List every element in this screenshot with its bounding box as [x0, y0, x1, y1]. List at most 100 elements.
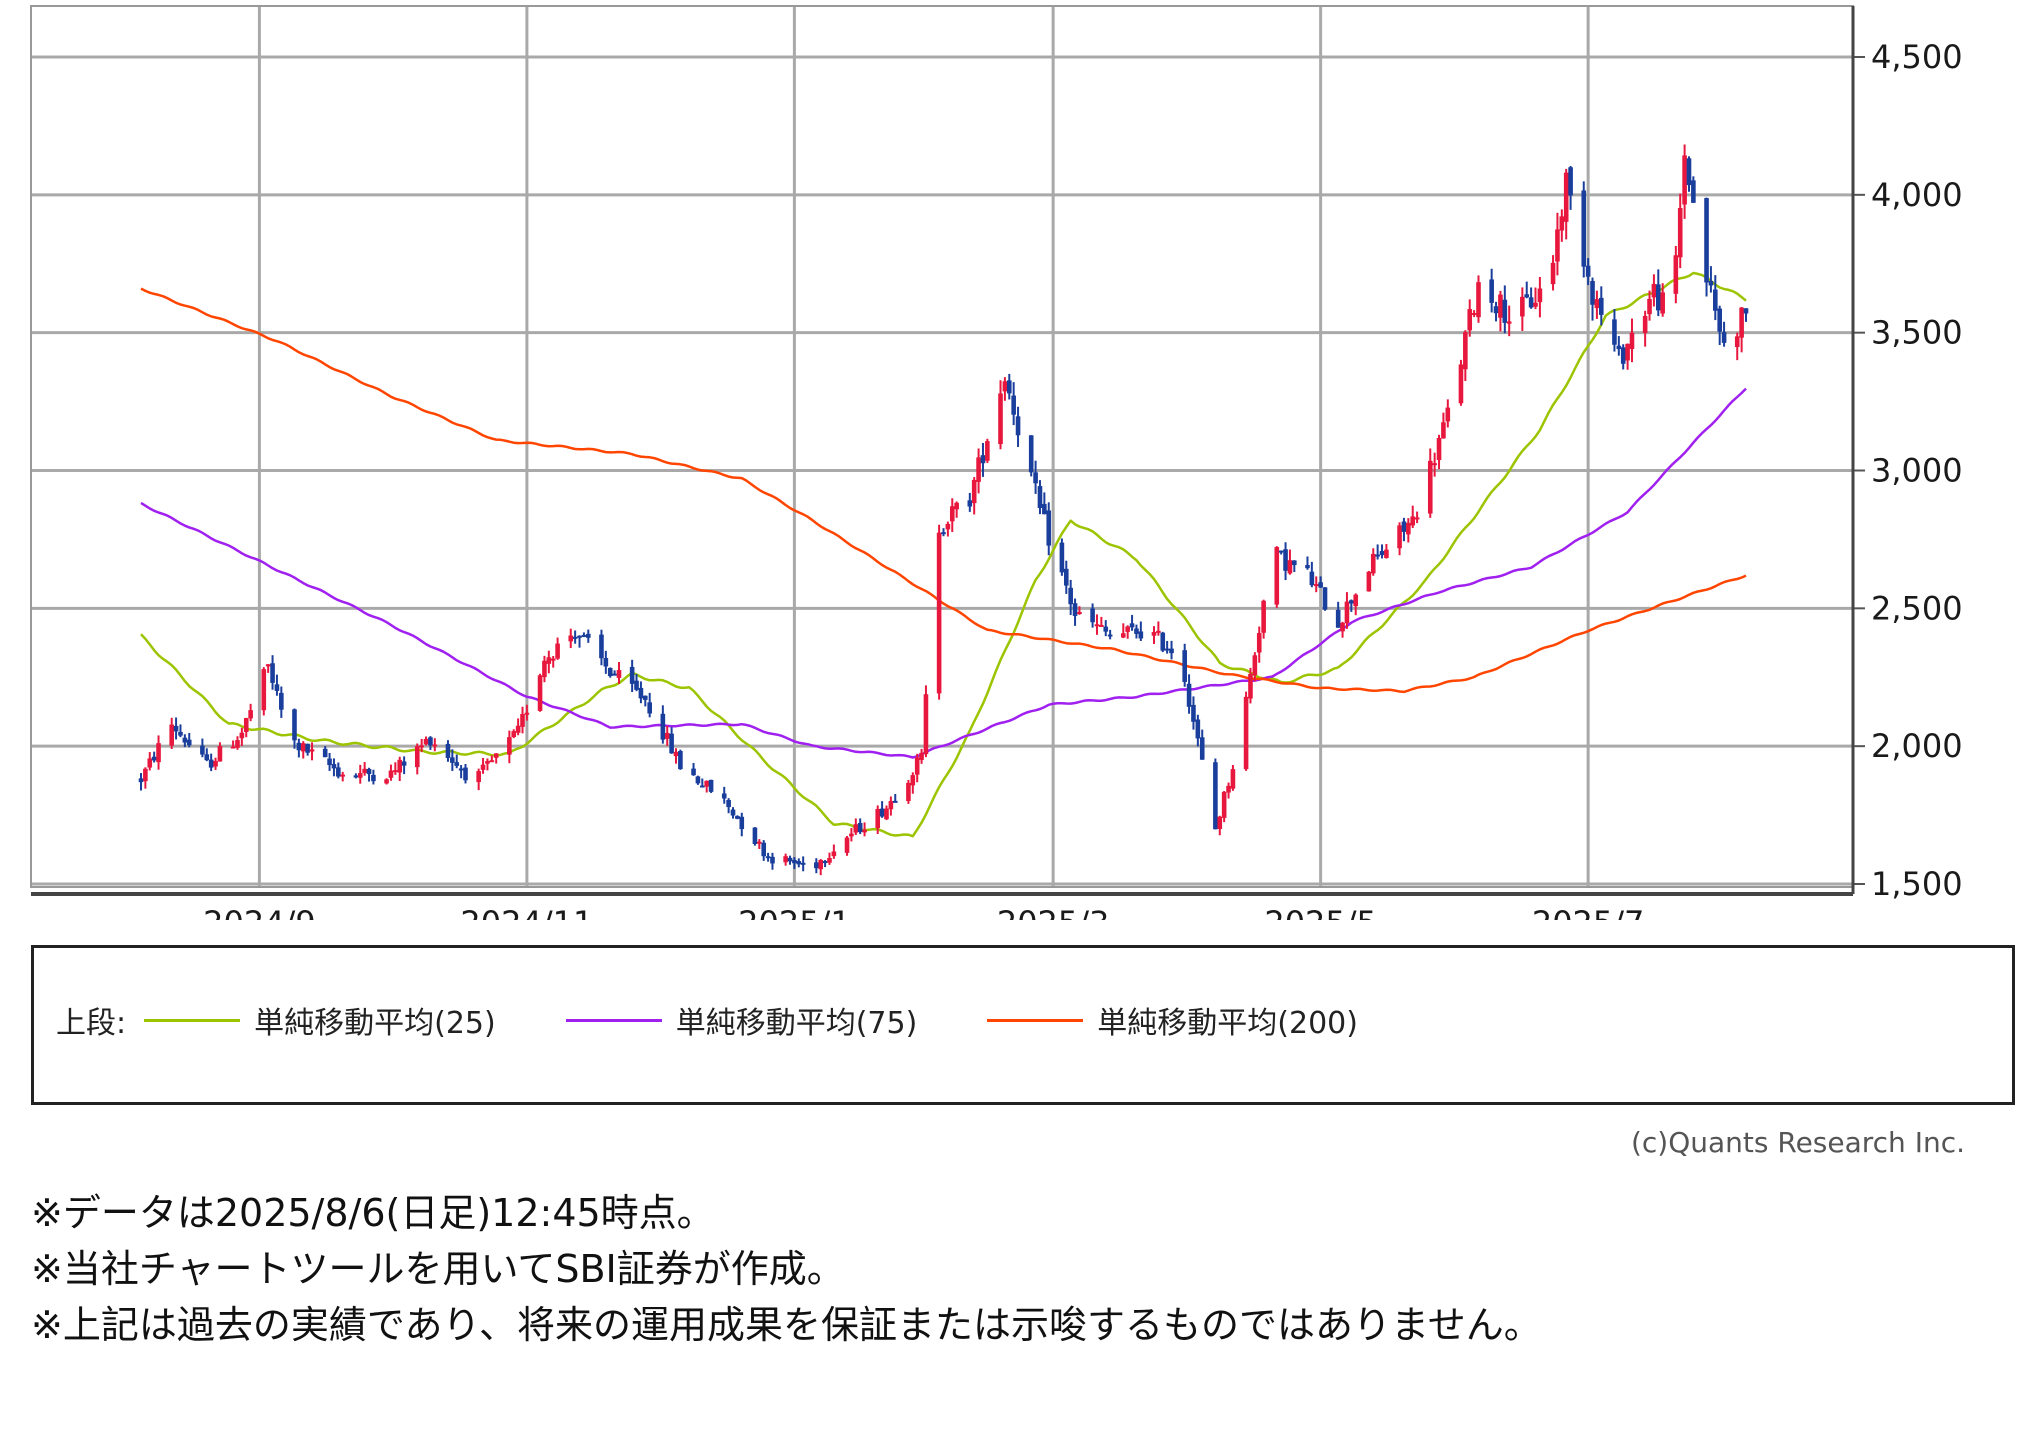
- candle: [765, 852, 771, 862]
- candle-body: [770, 856, 775, 864]
- candle: [217, 742, 223, 762]
- candle: [213, 757, 218, 770]
- candle-body: [1471, 313, 1477, 316]
- candle: [796, 858, 802, 868]
- candle-body: [976, 457, 981, 482]
- y-tick-label: 4,000: [1871, 176, 1963, 214]
- candle: [1077, 606, 1082, 615]
- candle-body: [787, 857, 793, 862]
- candle-body: [366, 768, 372, 775]
- candle-body: [261, 669, 267, 711]
- candle: [507, 730, 512, 764]
- candle: [1134, 624, 1139, 639]
- ma200-line: [140, 287, 1747, 694]
- candle: [831, 844, 837, 859]
- candle-body: [1708, 280, 1714, 286]
- candle-body: [949, 506, 955, 522]
- candle-body: [1533, 302, 1538, 307]
- candle: [1283, 542, 1288, 581]
- candle-body: [941, 532, 946, 535]
- candle: [1550, 255, 1556, 291]
- legend-prefix: 上段:: [56, 1006, 127, 1041]
- candle-body: [879, 808, 885, 817]
- candle-body: [792, 859, 797, 864]
- candle-body: [1397, 525, 1402, 549]
- candle: [1686, 156, 1692, 192]
- candle: [678, 749, 683, 770]
- candle: [1318, 576, 1323, 588]
- candle: [581, 632, 587, 638]
- candle: [1195, 714, 1201, 747]
- candle: [814, 858, 819, 874]
- candle: [914, 753, 920, 783]
- candle: [1160, 631, 1166, 653]
- candle-body: [967, 500, 973, 507]
- candle-body: [1498, 294, 1503, 318]
- candle-body: [485, 761, 490, 764]
- candle: [980, 442, 986, 477]
- candle: [607, 667, 613, 678]
- candle-body: [1550, 262, 1556, 285]
- x-tick-label: 2024/9: [203, 904, 316, 920]
- candle: [279, 686, 284, 718]
- candle-body: [279, 692, 284, 710]
- legend-swatch-ma75: [565, 1018, 662, 1022]
- candle: [1625, 343, 1630, 370]
- legend-swatch-ma25: [144, 1018, 241, 1022]
- candle-body: [1476, 282, 1481, 318]
- candle-body: [1182, 650, 1187, 682]
- candle-body: [1691, 180, 1696, 203]
- candle-body: [1313, 584, 1319, 587]
- candle: [1037, 480, 1043, 515]
- candle-body: [1502, 299, 1508, 323]
- candle-body: [585, 633, 591, 638]
- candle-body: [647, 702, 652, 714]
- moving-average-lines: [140, 271, 1747, 838]
- candle: [770, 852, 775, 870]
- candle-body: [450, 757, 455, 763]
- candle: [941, 528, 946, 537]
- candle: [949, 498, 955, 532]
- candle-body: [914, 757, 920, 775]
- candle-body: [1011, 395, 1016, 415]
- candle-body: [1660, 292, 1665, 314]
- candle-body: [1370, 553, 1376, 574]
- candle-body: [1563, 172, 1569, 222]
- candle: [1476, 275, 1481, 323]
- candle: [1099, 616, 1104, 627]
- candle-body: [1099, 624, 1104, 627]
- candle-body: [1015, 416, 1021, 436]
- candle: [1046, 502, 1052, 556]
- candle: [643, 695, 648, 707]
- candle: [954, 501, 959, 518]
- candle: [1397, 522, 1402, 556]
- candle-body: [1164, 648, 1170, 651]
- candle-body: [673, 751, 679, 757]
- candle-body: [555, 643, 560, 659]
- candle: [818, 859, 824, 876]
- legend-item-ma25: 単純移動平均(25): [144, 998, 496, 1042]
- candle-body: [230, 746, 236, 749]
- candle: [1292, 560, 1297, 573]
- candle-body: [572, 636, 578, 639]
- candle: [849, 828, 854, 842]
- candle: [1221, 791, 1227, 823]
- candle-body: [1283, 549, 1288, 571]
- candle-body: [371, 774, 376, 782]
- y-tick-label: 4,500: [1871, 38, 1963, 76]
- plot-frame: [30, 5, 1855, 896]
- candle-body: [1248, 673, 1253, 699]
- candle-body: [1414, 517, 1420, 520]
- candle-body: [892, 800, 898, 803]
- candle: [401, 756, 407, 775]
- candle-body: [1335, 609, 1341, 628]
- candle: [1129, 614, 1135, 631]
- candle: [340, 771, 346, 782]
- candle: [1261, 599, 1266, 639]
- candle: [1598, 286, 1604, 326]
- candle-body: [270, 663, 275, 683]
- candle-body: [1226, 785, 1231, 793]
- x-tick-label: 2025/5: [1264, 904, 1377, 920]
- legend-box: 上段: 単純移動平均(25) 単純移動平均(75) 単純移動平均(200): [31, 945, 2015, 1105]
- candle-body: [507, 737, 512, 755]
